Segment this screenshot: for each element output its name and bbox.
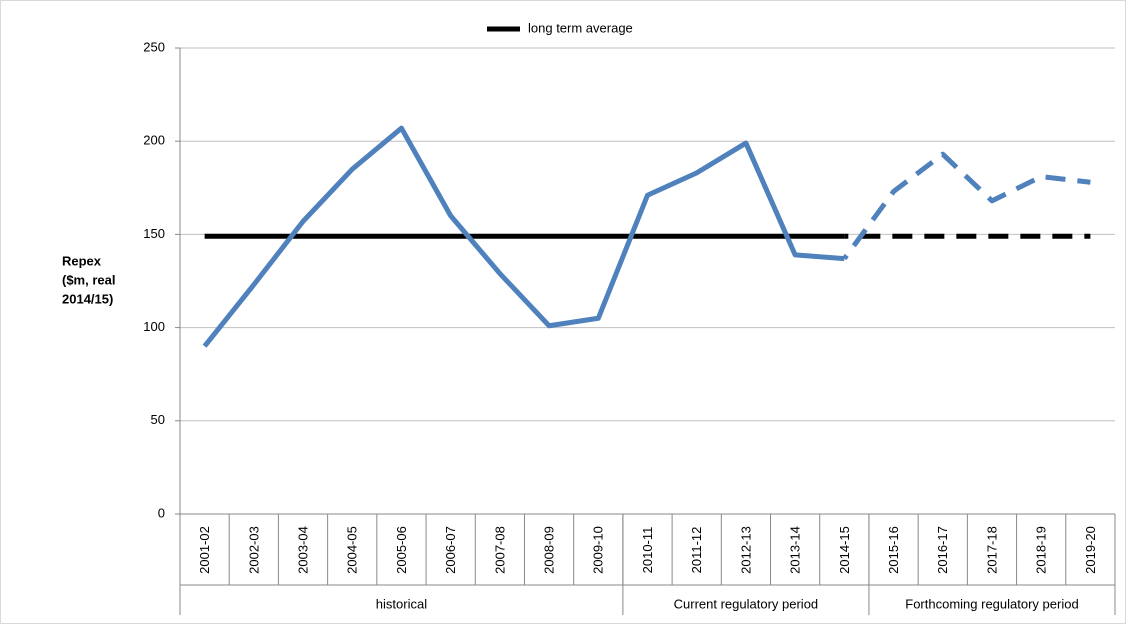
group-label: Forthcoming regulatory period (905, 596, 1078, 611)
x-tick-label: 2015-16 (886, 526, 901, 574)
series-line (202, 125, 845, 348)
x-tick-label: 2008-09 (542, 526, 557, 574)
group-label: historical (376, 596, 427, 611)
x-tick-label: 2017-18 (984, 526, 999, 574)
x-tick-label: 2005-06 (394, 526, 409, 574)
x-tick-label: 2001-02 (197, 526, 212, 574)
x-tick-label: 2002-03 (246, 526, 261, 574)
x-tick-label: 2007-08 (492, 526, 507, 574)
x-tick-label: 2004-05 (345, 526, 360, 574)
legend-label: long term average (528, 20, 633, 35)
y-tick-label: 250 (143, 39, 165, 54)
y-tick-label: 100 (143, 319, 165, 334)
x-tick-label: 2003-04 (295, 526, 310, 574)
y-axis-label: 2014/15) (62, 291, 113, 306)
y-axis-label: ($m, real (62, 272, 115, 287)
x-tick-label: 2011-12 (689, 527, 704, 574)
x-tick-label: 2019-20 (1083, 526, 1098, 574)
x-tick-label: 2014-15 (837, 526, 852, 574)
x-tick-label: 2012-13 (738, 526, 753, 574)
y-axis-label: Repex (62, 253, 102, 268)
x-tick-label: 2009-10 (591, 526, 606, 574)
y-tick-label: 0 (158, 505, 165, 520)
y-tick-label: 150 (143, 226, 165, 241)
group-label: Current regulatory period (674, 596, 819, 611)
x-tick-label: 2013-14 (788, 526, 803, 574)
x-tick-label: 2010-11 (640, 527, 655, 574)
series-line (842, 151, 1091, 261)
x-tick-label: 2018-19 (1034, 526, 1049, 574)
x-tick-label: 2006-07 (443, 526, 458, 574)
y-tick-label: 200 (143, 133, 165, 148)
x-tick-label: 2016-17 (935, 526, 950, 574)
y-tick-label: 50 (151, 412, 165, 427)
